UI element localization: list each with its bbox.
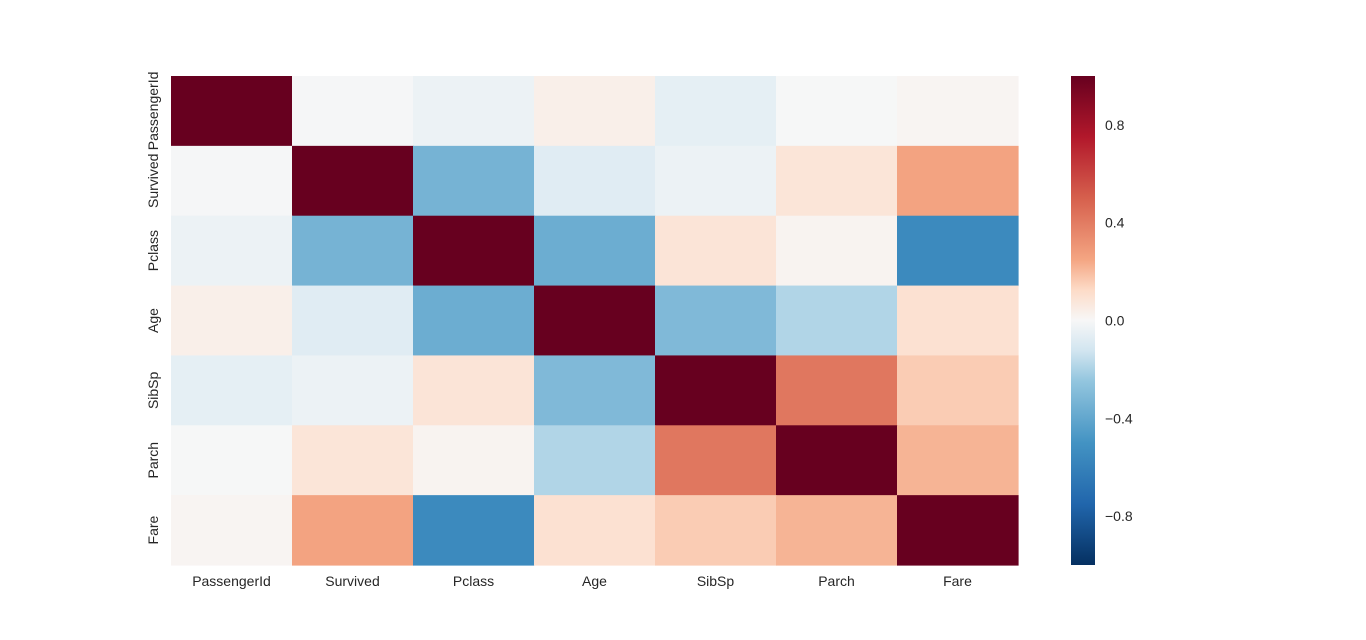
heatmap-cell-survived-fare [897,145,1019,217]
heatmap-cell-parch-survived [292,425,414,496]
colorbar-tick-label: 0.8 [1105,117,1125,133]
colorbar-tick-label: −0.8 [1105,508,1133,524]
heatmap-cell-passengerid-pclass [413,76,535,147]
colorbar-gradient [1071,76,1095,565]
colorbar-tick-label: 0.4 [1105,215,1125,231]
heatmap-cell-survived-survived [292,145,414,217]
heatmap-cell-parch-fare [897,425,1019,496]
y-tick-label-sibsp: SibSp [145,371,161,409]
heatmap-cell-fare-passengerid [171,495,293,566]
heatmap-cell-survived-age [534,145,656,217]
colorbar-tick-label: −0.4 [1105,410,1133,426]
x-tick-label-parch: Parch [818,573,855,589]
y-tick-label-parch: Parch [145,442,161,479]
heatmap-cell-age-passengerid [171,285,293,357]
heatmap-cell-parch-sibsp [655,425,777,496]
heatmap-cell-sibsp-pclass [413,355,535,426]
heatmap-cell-passengerid-sibsp [655,76,777,147]
x-tick-label-age: Age [582,573,607,589]
x-axis-tick-labels: PassengerId Survived Pclass Age SibSp Parch Fa… [192,573,972,589]
heatmap-cell-fare-survived [292,495,414,566]
heatmap-cell-age-parch [776,285,898,357]
heatmap-cell-age-survived [292,285,414,357]
heatmap-cell-pclass-parch [776,215,898,287]
x-tick-label-fare: Fare [943,573,972,589]
heatmap-cell-parch-passengerid [171,425,293,496]
heatmap-cell-age-sibsp [655,285,777,357]
heatmap-cell-passengerid-survived [292,76,414,147]
heatmap-cell-passengerid-age [534,76,656,147]
heatmap-cell-sibsp-sibsp [655,355,777,426]
heatmap-cell-pclass-survived [292,215,414,287]
heatmap-cell-pclass-sibsp [655,215,777,287]
heatmap-cell-sibsp-age [534,355,656,426]
heatmap-cell-survived-passengerid [171,145,293,217]
heatmap-cell-fare-sibsp [655,495,777,566]
heatmap-cell-fare-pclass [413,495,535,566]
heatmap-cell-age-age [534,285,656,357]
heatmap-cell-age-pclass [413,285,535,357]
heatmap-cell-survived-sibsp [655,145,777,217]
heatmap-cell-pclass-passengerid [171,215,293,287]
y-tick-label-pclass: Pclass [145,230,161,271]
heatmap-cell-fare-fare [897,495,1019,566]
heatmap-cell-passengerid-passengerid [171,76,293,147]
heatmap-cell-passengerid-fare [897,76,1019,147]
x-tick-label-sibsp: SibSp [697,573,735,589]
heatmap-cell-passengerid-parch [776,76,898,147]
heatmap-cell-age-fare [897,285,1019,357]
y-tick-label-age: Age [145,308,161,333]
x-tick-label-pclass: Pclass [453,573,494,589]
y-tick-label-passengerid: PassengerId [145,72,161,151]
heatmap-cell-parch-age [534,425,656,496]
y-tick-label-survived: Survived [145,154,161,208]
heatmap-cells [171,76,1019,566]
heatmap-cell-sibsp-parch [776,355,898,426]
y-axis-tick-labels: PassengerId Survived Pclass Age SibSp Parch Fa… [145,72,161,545]
heatmap-cell-survived-pclass [413,145,535,217]
x-tick-label-survived: Survived [325,573,379,589]
heatmap-cell-pclass-age [534,215,656,287]
y-tick-label-fare: Fare [145,515,161,544]
colorbar: 0.8 0.4 0.0 −0.4 −0.8 [1071,76,1133,565]
heatmap-cell-fare-age [534,495,656,566]
heatmap-cell-parch-parch [776,425,898,496]
heatmap-cell-parch-pclass [413,425,535,496]
heatmap-cell-sibsp-fare [897,355,1019,426]
heatmap-cell-sibsp-passengerid [171,355,293,426]
colorbar-tick-label: 0.0 [1105,313,1125,329]
heatmap-cell-fare-parch [776,495,898,566]
heatmap-cell-pclass-fare [897,215,1019,287]
heatmap-cell-survived-parch [776,145,898,217]
heatmap-cell-pclass-pclass [413,215,535,287]
heatmap-cell-sibsp-survived [292,355,414,426]
x-tick-label-passengerid: PassengerId [192,573,271,589]
